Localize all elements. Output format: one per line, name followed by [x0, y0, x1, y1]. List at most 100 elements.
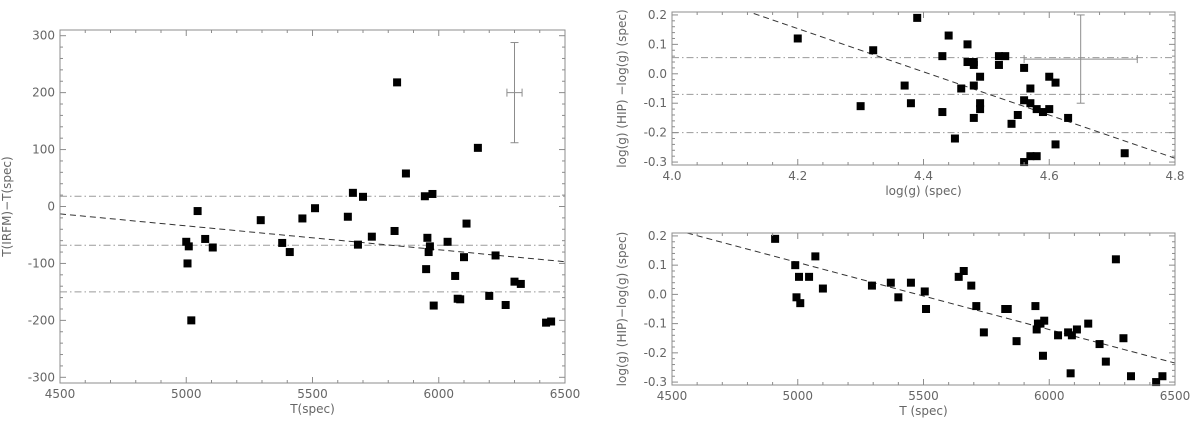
data-point-14: [353, 240, 362, 249]
x-tick-label-4: 6500: [1160, 389, 1191, 403]
data-point-13: [922, 305, 931, 313]
y-axis-label: log(g) (HIP)−log(g) (spec): [615, 232, 629, 387]
data-point-32: [462, 219, 471, 228]
error-bar: [506, 42, 523, 144]
data-point-25: [428, 189, 437, 198]
x-tick-label-1: 4.2: [788, 169, 807, 183]
y-tick-label-2: -0.1: [644, 96, 667, 110]
data-point-26: [1038, 351, 1047, 360]
data-point-20: [994, 52, 1003, 61]
y-tick-label-3: 0.0: [648, 67, 667, 81]
data-point-31: [1067, 331, 1076, 340]
data-point-35: [1045, 105, 1054, 114]
data-point-21: [1012, 337, 1021, 346]
y-axis-label: log(g) (HIP) −log(g) (spec): [615, 9, 629, 167]
y-tick-label-0: -300: [28, 370, 55, 384]
data-point-32: [1032, 152, 1041, 161]
x-tick-label-0: 4.0: [662, 169, 681, 183]
data-point-34: [485, 291, 494, 300]
data-point-30: [456, 295, 465, 304]
data-point-39: [1120, 149, 1129, 158]
data-point-37: [1051, 140, 1060, 149]
data-point-0: [182, 237, 191, 246]
data-point-20: [1003, 305, 1012, 313]
data-point-12: [920, 287, 929, 296]
data-point-11: [963, 40, 972, 49]
data-point-37: [510, 277, 519, 286]
data-point-13: [348, 188, 357, 197]
y-tick-label-3: 0.0: [648, 287, 667, 301]
y-axis-label: T(IRFM)−T(spec): [0, 156, 14, 257]
data-point-10: [957, 84, 966, 93]
data-point-10: [894, 293, 903, 302]
x-axis-label: log(g) (spec): [885, 184, 961, 198]
x-tick-label-0: 4500: [657, 389, 688, 403]
data-point-37: [1119, 334, 1128, 343]
data-point-28: [1026, 84, 1035, 93]
y-tick-label-1: -0.2: [644, 346, 667, 360]
x-tick-label-1: 5000: [171, 387, 202, 401]
x-axis-label: T (spec): [898, 404, 947, 418]
trend-line: [686, 233, 1175, 364]
data-point-7: [818, 284, 827, 293]
plot-frame: [671, 11, 1176, 166]
data-point-23: [424, 248, 433, 257]
data-point-7: [938, 108, 947, 117]
data-point-1: [183, 259, 192, 268]
y-tick-label-1: -200: [28, 313, 55, 327]
data-point-35: [491, 251, 500, 260]
data-point-16: [969, 113, 978, 122]
data-point-0: [793, 34, 802, 43]
y-tick-label-0: -0.3: [644, 375, 667, 389]
data-point-23: [1007, 119, 1016, 128]
data-point-22: [423, 233, 432, 242]
data-point-14: [954, 272, 963, 281]
data-point-27: [1040, 316, 1049, 325]
error-bar: [1023, 14, 1138, 104]
data-point-8: [944, 31, 953, 40]
data-point-3: [187, 316, 196, 325]
data-point-17: [976, 105, 985, 114]
x-axis-label: T(spec): [289, 402, 335, 416]
x-tick-label-3: 6000: [1034, 389, 1065, 403]
y-tick-label-5: 200: [32, 86, 55, 100]
data-point-32: [1072, 325, 1081, 334]
data-point-40: [1158, 372, 1167, 381]
x-tick-label-2: 5500: [908, 389, 939, 403]
data-point-24: [1013, 110, 1022, 119]
x-tick-label-3: 6000: [423, 387, 454, 401]
panel-top-right-logg-residuals-vs-logg: 4.0 4.2 4.4 4.6 4.8 -0.3 -0.2 -0.1 0.0 0.1 0.2 log(…: [615, 8, 1185, 198]
data-point-39: [1152, 378, 1161, 387]
data-point-8: [278, 238, 287, 247]
data-point-40: [547, 317, 556, 326]
y-tick-label-4: 0.1: [648, 258, 667, 272]
y-tick-label-5: 0.2: [648, 8, 667, 22]
data-point-3: [795, 272, 804, 281]
data-point-12: [963, 58, 972, 67]
data-point-2: [869, 46, 878, 55]
panel-bottom-right-logg-residuals-vs-teff: 4500 5000 5500 6000 6500 -0.3 -0.2 -0.1 0.0 0.1 0.…: [615, 229, 1190, 418]
data-point-5: [805, 272, 814, 281]
data-point-4: [193, 207, 202, 216]
data-point-8: [867, 281, 876, 290]
data-point-6: [938, 52, 947, 61]
data-point-6: [208, 243, 217, 252]
data-point-29: [1026, 99, 1035, 108]
data-point-4: [906, 99, 915, 108]
data-point-11: [311, 204, 320, 213]
data-point-18: [976, 99, 985, 108]
data-point-33: [1084, 319, 1093, 328]
data-point-21: [994, 60, 1003, 69]
y-tick-label-4: 100: [32, 143, 55, 157]
data-point-2: [792, 293, 801, 302]
data-point-35: [1101, 357, 1110, 366]
data-point-3: [900, 81, 909, 90]
data-point-33: [1038, 108, 1047, 117]
x-tick-label-4: 6500: [550, 387, 581, 401]
data-point-14: [969, 60, 978, 69]
panel-left-teff-residuals: 4500 5000 5500 6000 6500 -300 -200 -100 0 100 200 3…: [0, 29, 580, 416]
data-point-18: [979, 328, 988, 337]
y-tick-label-6: 300: [32, 29, 55, 43]
data-point-24: [425, 242, 434, 251]
